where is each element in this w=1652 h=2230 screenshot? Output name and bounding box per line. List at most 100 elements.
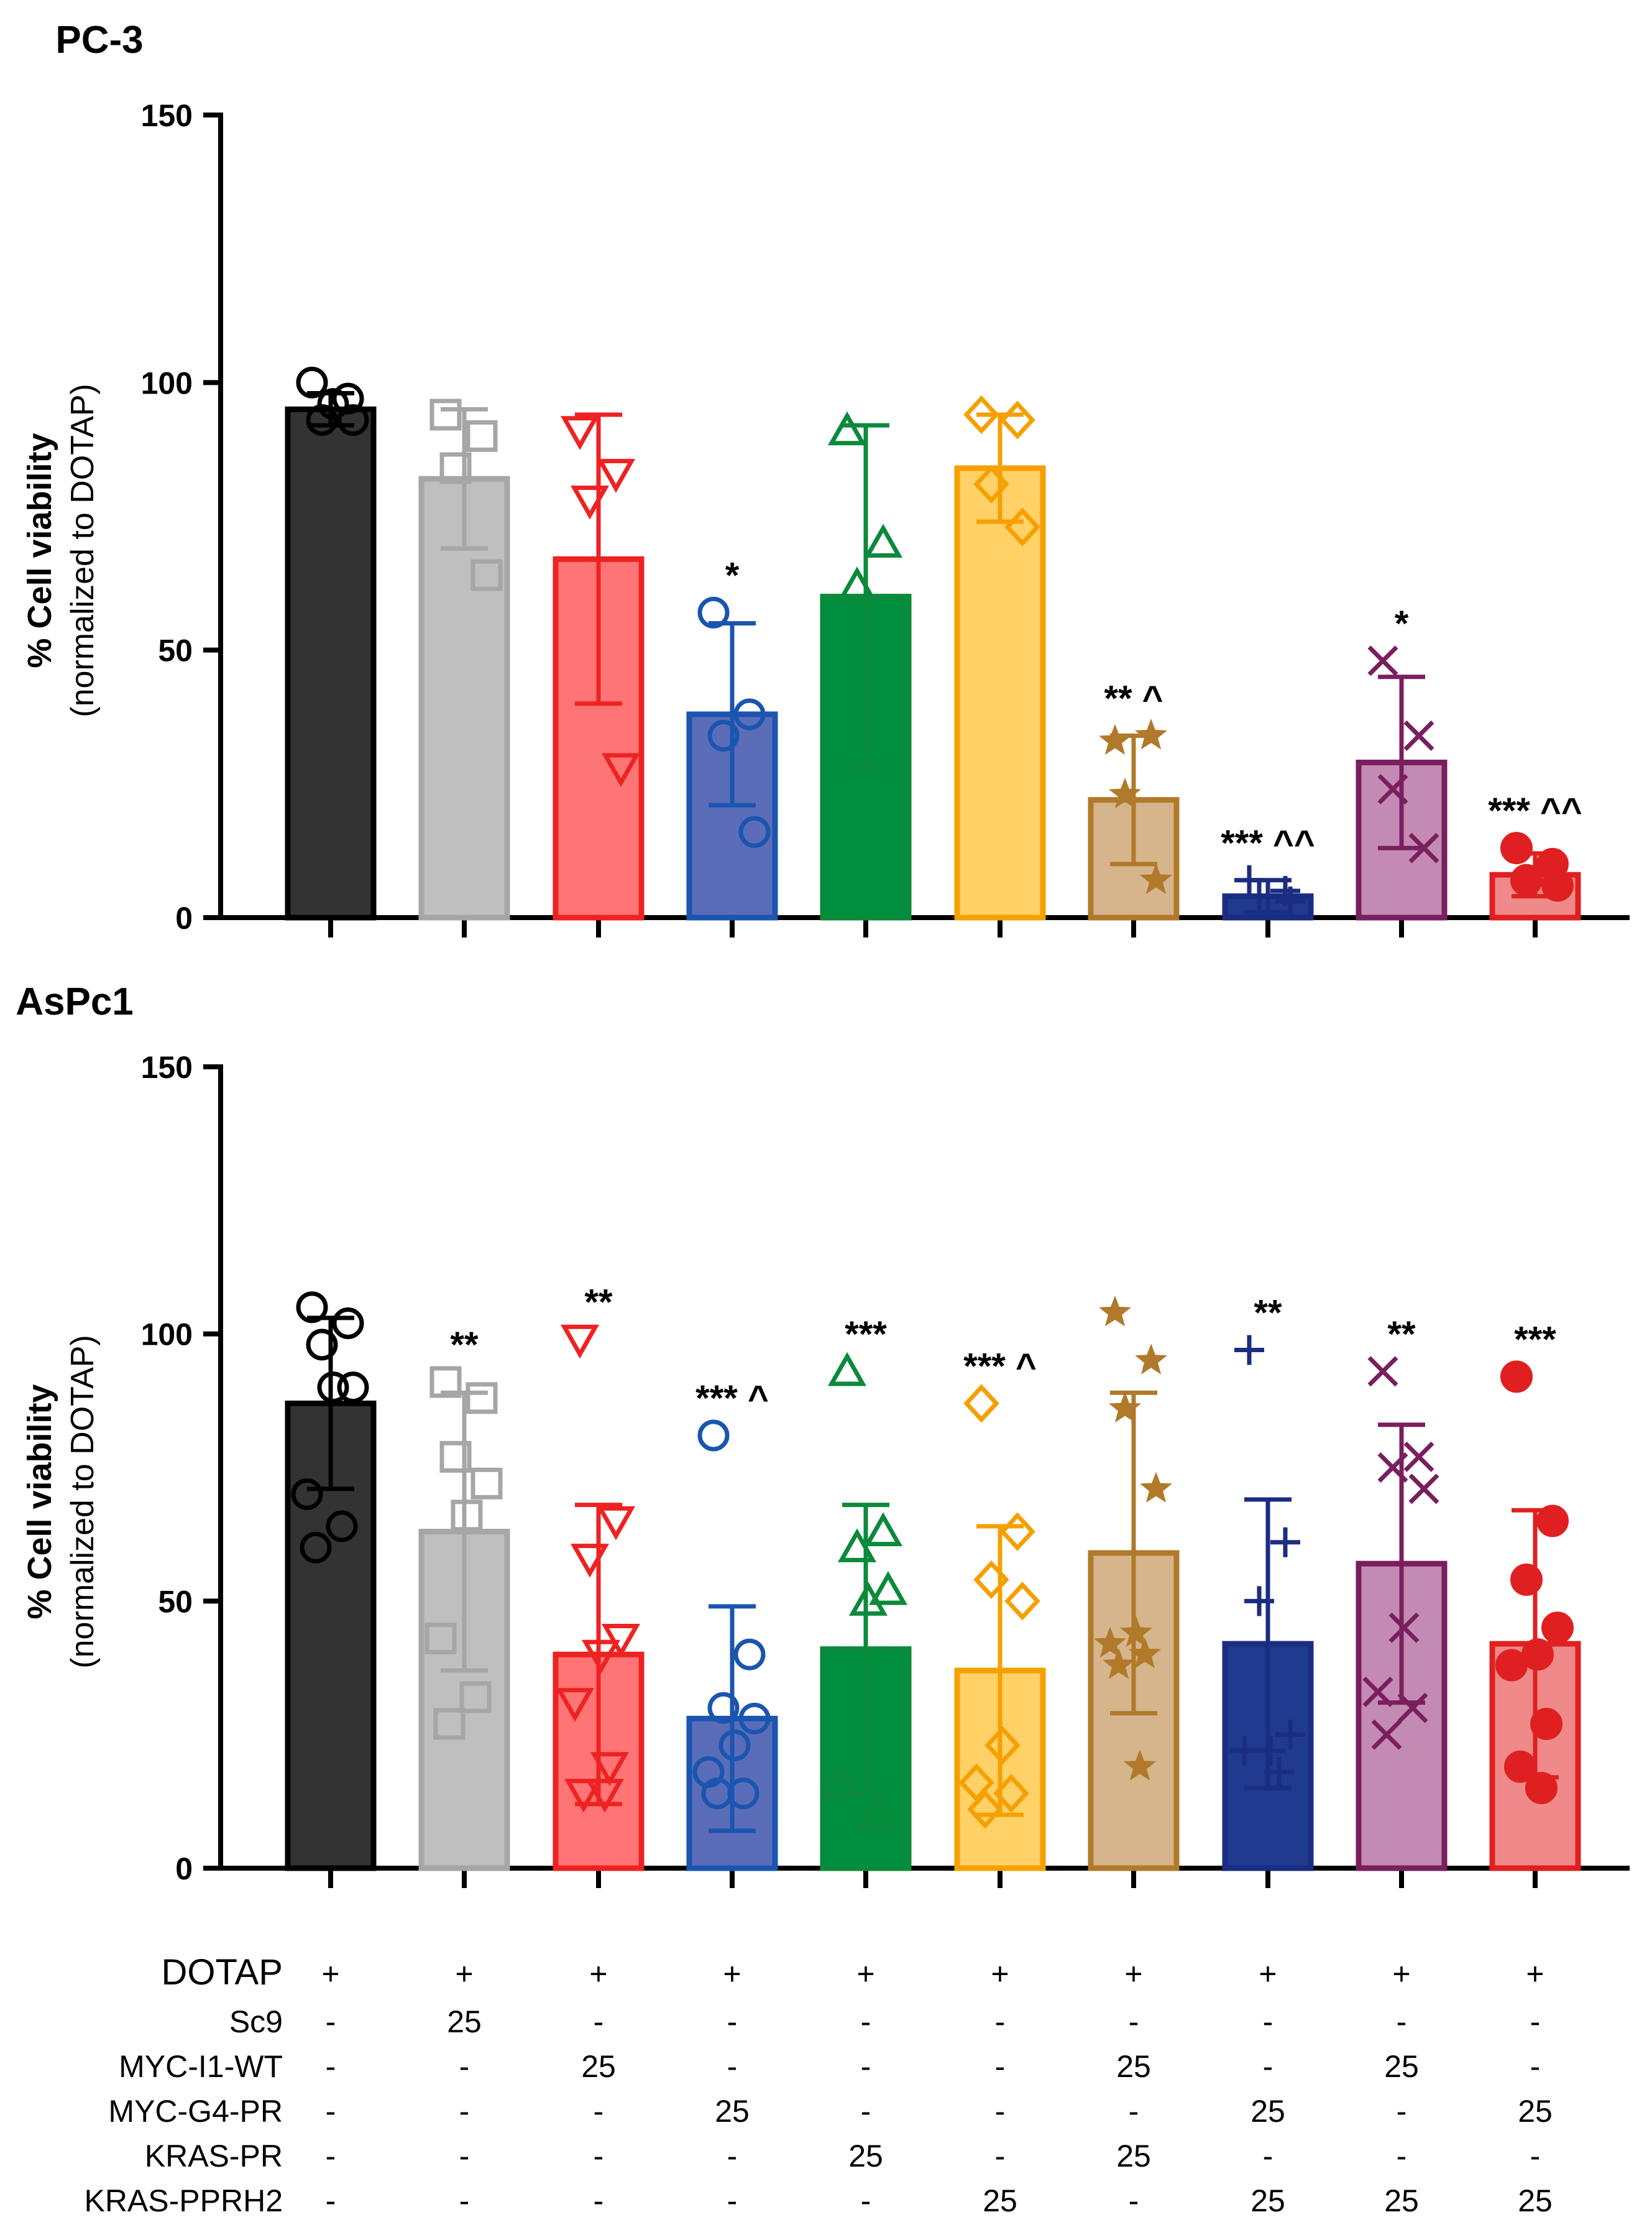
data-point: [863, 523, 903, 558]
condition-value: -: [995, 2139, 1006, 2173]
condition-value: -: [1530, 2139, 1541, 2173]
data-point: [1367, 645, 1398, 676]
data-point: [863, 1512, 903, 1547]
condition-name: KRAS-PPRH2: [84, 2183, 283, 2218]
data-point: [1377, 773, 1408, 804]
data-point: [1530, 1707, 1563, 1740]
data-point: [963, 1384, 999, 1423]
y-tick-label: 150: [141, 98, 193, 133]
significance-label: ***: [1514, 1319, 1556, 1360]
data-point: [1408, 1473, 1439, 1504]
data-point: [701, 1777, 733, 1810]
data-point: [1264, 1757, 1294, 1787]
data-point: [1098, 724, 1132, 755]
data-point: [317, 1371, 349, 1404]
significance-label: *** ^: [963, 1346, 1037, 1386]
data-point: [1510, 864, 1543, 896]
data-point: [564, 1779, 603, 1813]
data-point: [439, 1440, 472, 1473]
data-point: [585, 1779, 625, 1813]
data-point: [570, 1544, 610, 1578]
condition-value: +: [1124, 1956, 1142, 1991]
condition-value: -: [727, 2183, 738, 2218]
condition-value: -: [861, 2183, 871, 2218]
data-point: [1119, 1616, 1153, 1647]
condition-value: -: [326, 2004, 336, 2039]
data-point: [1541, 869, 1574, 902]
condition-value: -: [459, 2049, 470, 2084]
significance-label: ** ^: [1104, 678, 1163, 719]
data-point: [963, 395, 999, 435]
data-point: [733, 698, 766, 730]
condition-value: -: [1263, 2049, 1273, 2084]
data-point: [1403, 1441, 1434, 1472]
data-point: [967, 1790, 1003, 1829]
condition-value: 25: [1250, 2094, 1285, 2129]
data-point: [291, 1478, 323, 1510]
data-point: [958, 1763, 994, 1802]
data-point: [973, 1560, 1009, 1600]
condition-value: +: [321, 1956, 339, 1991]
data-point: [738, 1702, 771, 1735]
data-point: [296, 1291, 328, 1324]
data-point: [317, 388, 349, 420]
data-point: [433, 1708, 466, 1740]
significance-label: **: [1254, 1292, 1282, 1333]
significance-label: *: [725, 555, 740, 596]
condition-value: +: [589, 1956, 607, 1991]
condition-value: -: [1129, 2183, 1139, 2218]
data-point: [1093, 1626, 1127, 1658]
data-point: [1255, 1735, 1285, 1766]
data-point: [1536, 1504, 1569, 1537]
data-point: [451, 1500, 483, 1532]
data-point: [738, 816, 771, 848]
data-point: [596, 459, 636, 493]
condition-value: -: [861, 2049, 871, 2084]
data-point: [332, 1307, 364, 1339]
data-point: [1367, 1356, 1398, 1387]
data-point: [424, 1622, 457, 1654]
y-axis-sublabel: (normalized to DOTAP): [65, 384, 101, 717]
data-point: [459, 1681, 492, 1713]
condition-value: +: [1392, 1956, 1410, 1991]
condition-name: MYC-G4-PR: [108, 2094, 283, 2129]
condition-value: -: [1397, 2139, 1407, 2173]
data-point: [1541, 1611, 1574, 1644]
data-point: [1500, 832, 1533, 865]
data-point: [296, 366, 328, 399]
panel-pc3: PC-3 % Cell viability (normalized to DOTAP…: [21, 19, 1630, 938]
data-point: [1500, 1360, 1533, 1393]
bar: [285, 406, 377, 921]
data-point: [337, 1371, 369, 1404]
condition-value: -: [1129, 2004, 1139, 2039]
condition-value: -: [326, 2139, 336, 2173]
data-point: [707, 1692, 740, 1724]
data-point: [1275, 1720, 1305, 1750]
data-point: [601, 1623, 641, 1658]
data-point: [827, 1352, 867, 1386]
condition-value: 25: [447, 2004, 482, 2039]
data-point: [984, 1726, 1021, 1765]
data-point: [439, 452, 472, 484]
condition-value: -: [594, 2139, 604, 2173]
data-point: [1403, 720, 1434, 751]
significance-label: **: [450, 1325, 479, 1365]
panel-title: PC-3: [55, 19, 143, 62]
data-point: [718, 1729, 751, 1761]
data-point: [555, 1688, 595, 1722]
condition-value: -: [727, 2004, 738, 2039]
y-tick-label: 100: [141, 1317, 193, 1352]
data-point: [999, 1512, 1035, 1551]
condition-value: 25: [581, 2049, 616, 2084]
data-point: [1139, 863, 1173, 894]
condition-value: -: [727, 2139, 738, 2173]
data-point: [300, 1531, 332, 1564]
data-point: [837, 1528, 877, 1562]
condition-value: -: [1263, 2139, 1273, 2173]
data-point: [1371, 1719, 1402, 1750]
data-point: [1004, 1582, 1040, 1621]
y-axis-sublabel: (normalized to DOTAP): [65, 1335, 101, 1669]
condition-value: -: [594, 2094, 604, 2129]
data-point: [1108, 777, 1142, 809]
